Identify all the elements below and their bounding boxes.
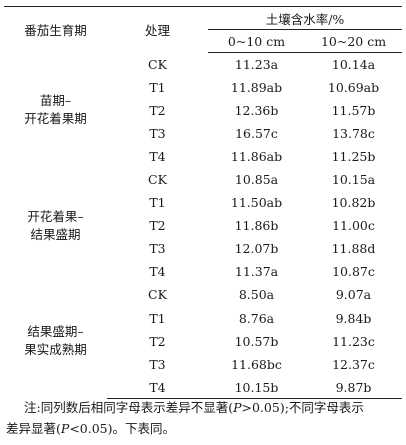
stage-line-2: 果实成熟期 xyxy=(24,342,87,358)
table-row: T1 11.50ab 10.82b xyxy=(4,191,402,214)
stage-line-1: 开花着果– xyxy=(27,208,84,224)
treatment-cell: T1 xyxy=(149,310,166,326)
depth-0-10-cell: 11.37a xyxy=(234,264,279,280)
table-row: T4 11.86ab 11.25b xyxy=(4,145,402,168)
soil-moisture-table: 番茄生育期 处理 土壤含水率/% 0~10 cm 10~20 cm 苗期– 开花着… xyxy=(4,6,402,400)
moisture-header: 土壤含水率/% xyxy=(208,6,402,30)
depth-0-10-cell: 8.50a xyxy=(238,287,275,303)
depth-0-10-cell: 10.15b xyxy=(208,375,305,400)
table-body: 苗期– 开花着果期 CK 11.23a 10.14a T1 11.89ab 10.69ab T2… xyxy=(4,53,402,400)
treatment-cell: T1 xyxy=(149,195,166,211)
depth-0-10-cell: 11.68bc xyxy=(231,356,282,372)
table-row: T1 8.76a 9.84b xyxy=(4,307,402,330)
table-row: T2 11.86b 11.00c xyxy=(4,214,402,237)
note-p-symbol-2: P xyxy=(60,421,70,436)
table-row: T2 10.57b 11.23c xyxy=(4,330,402,353)
stage-cell: 开花着果– 结果盛期 xyxy=(4,168,107,283)
stage-line-2: 开花着果期 xyxy=(24,111,87,127)
depth-10-20-cell: 11.23c xyxy=(332,333,375,349)
note-text-1: 注:同列数后相同字母表示差异不显著( xyxy=(24,400,234,415)
treatment-cell: T2 xyxy=(149,218,166,234)
note-text-3: 差异显著( xyxy=(6,421,61,436)
treatment-cell: T3 xyxy=(149,356,166,372)
depth-0-10-cell: 11.86ab xyxy=(230,148,283,164)
depth-10-20-cell: 11.00c xyxy=(332,218,375,234)
treatment-cell: T1 xyxy=(149,79,166,95)
depth-0-10-cell: 10.57b xyxy=(234,333,279,349)
note-p-symbol-1: P xyxy=(233,400,242,415)
treatment-cell: T3 xyxy=(149,125,166,141)
treatment-cell: CK xyxy=(148,172,167,188)
table-row: T3 12.07b 11.88d xyxy=(4,237,402,260)
note-line-2: 差异显著(P<0.05)。下表同。 xyxy=(6,418,404,439)
depth-0-10-cell: 11.89ab xyxy=(230,79,283,95)
treatment-cell: CK xyxy=(148,56,167,72)
depth-10-20-cell: 10.82b xyxy=(331,195,376,211)
stage-cell: 苗期– 开花着果期 xyxy=(4,53,107,168)
depth-10-20-cell: 13.78c xyxy=(332,125,375,141)
depth-10-20-cell: 10.69ab xyxy=(327,79,380,95)
table-row: T4 11.37a 10.87c xyxy=(4,260,402,283)
depth-0-10-cell: 12.36b xyxy=(234,102,279,118)
depth-10-20-header: 10~20 cm xyxy=(305,29,402,53)
depth-10-20-cell: 11.88d xyxy=(331,241,376,257)
depth-10-20-cell: 12.37c xyxy=(332,356,375,372)
treatment-cell: T4 xyxy=(149,148,166,164)
table-row: T4 10.15b 9.87b xyxy=(4,375,402,400)
stage-line-1: 苗期– xyxy=(39,93,72,109)
stage-line-2: 结果盛期 xyxy=(30,226,81,242)
table-row: T3 11.68bc 12.37c xyxy=(4,353,402,376)
table-row: T1 11.89ab 10.69ab xyxy=(4,76,402,99)
table-row: T3 16.57c 13.78c xyxy=(4,122,402,145)
stage-header: 番茄生育期 xyxy=(4,6,107,53)
treatment-cell: T4 xyxy=(107,375,208,400)
depth-0-10-cell: 16.57c xyxy=(235,125,278,141)
depth-0-10-cell: 12.07b xyxy=(234,241,279,257)
stage-line-1: 结果盛期– xyxy=(27,324,84,340)
depth-0-10-header: 0~10 cm xyxy=(208,29,305,53)
depth-10-20-cell: 9.07a xyxy=(335,287,372,303)
depth-0-10-cell: 11.50ab xyxy=(230,195,283,211)
depth-10-20-cell: 10.14a xyxy=(331,56,376,72)
depth-10-20-cell: 9.87b xyxy=(305,375,402,400)
treatment-cell: T4 xyxy=(149,264,166,280)
table-note: 注:同列数后相同字母表示差异不显著(P>0.05);不同字母表示 差异显著(P<… xyxy=(6,397,404,439)
table-row: 结果盛期– 果实成熟期 CK 8.50a 9.07a xyxy=(4,283,402,357)
stage-cell: 结果盛期– 果实成熟期 xyxy=(4,283,107,398)
depth-0-10-cell: 8.76a xyxy=(238,310,275,326)
depth-0-10-cell: 11.86b xyxy=(234,218,279,234)
depth-10-20-cell: 9.84b xyxy=(335,310,372,326)
depth-10-20-cell: 11.57b xyxy=(331,102,376,118)
table-row: T2 12.36b 11.57b xyxy=(4,99,402,122)
treatment-cell: T3 xyxy=(149,241,166,257)
depth-0-10-cell: 11.23a xyxy=(234,56,279,72)
table-row: 苗期– 开花着果期 CK 11.23a 10.14a xyxy=(4,53,402,127)
note-line-1: 注:同列数后相同字母表示差异不显著(P>0.05);不同字母表示 xyxy=(6,397,404,418)
table-row: 开花着果– 结果盛期 CK 10.85a 10.15a xyxy=(4,168,402,242)
depth-10-20-cell: 10.15a xyxy=(331,172,376,188)
treatment-cell: T2 xyxy=(149,333,166,349)
treatment-cell: T2 xyxy=(149,102,166,118)
note-text-2: >0.05);不同字母表示 xyxy=(241,400,364,415)
treatment-header: 处理 xyxy=(107,6,208,53)
depth-0-10-cell: 10.85a xyxy=(234,172,279,188)
treatment-cell: CK xyxy=(148,287,167,303)
depth-10-20-cell: 10.87c xyxy=(332,264,375,280)
note-text-4: <0.05)。下表同。 xyxy=(69,421,175,436)
depth-10-20-cell: 11.25b xyxy=(331,148,376,164)
